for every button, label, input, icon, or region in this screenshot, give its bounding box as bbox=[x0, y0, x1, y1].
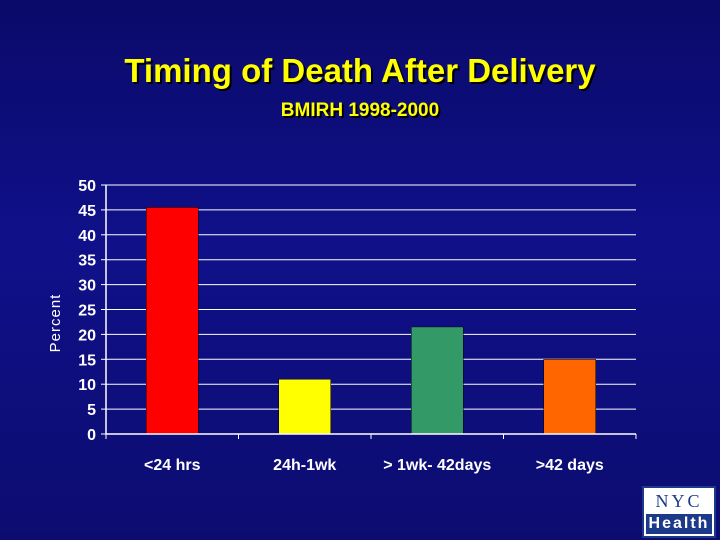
x-tick-label: >42 days bbox=[536, 457, 604, 474]
bar-2 bbox=[411, 326, 464, 435]
bar-1 bbox=[278, 378, 331, 435]
y-tick-label: 40 bbox=[78, 228, 96, 245]
y-tick-label: 10 bbox=[78, 377, 96, 394]
logo-bottom-text: Health bbox=[646, 514, 712, 534]
logo-top-text: NYC bbox=[655, 491, 703, 511]
y-tick-label: 5 bbox=[87, 402, 96, 419]
chart-subtitle: BMIRH 1998-2000 bbox=[280, 100, 440, 121]
bar-3 bbox=[543, 359, 596, 435]
y-tick-label: 15 bbox=[78, 352, 96, 369]
bar-0 bbox=[146, 207, 199, 435]
x-tick-label: 24h-1wk bbox=[273, 457, 336, 474]
x-tick-labels: <24 hrs 24h-1wk > 1wk- 42days >42 days bbox=[144, 457, 604, 474]
axes bbox=[101, 184, 637, 439]
nyc-health-logo: NYC Health bbox=[642, 486, 716, 538]
y-tick-label: 25 bbox=[78, 303, 96, 320]
x-tick-label: <24 hrs bbox=[144, 457, 201, 474]
y-axis-label: Percent bbox=[47, 294, 64, 353]
y-tick-label: 30 bbox=[78, 278, 96, 295]
y-tick-label: 0 bbox=[87, 427, 96, 444]
chart-title: Timing of Death After Delivery bbox=[124, 52, 596, 89]
y-tick-label: 35 bbox=[78, 253, 96, 270]
y-tick-labels: 0 5 10 15 20 25 30 35 40 45 50 bbox=[78, 178, 96, 444]
y-tick-label: 20 bbox=[78, 327, 96, 344]
y-tick-label: 45 bbox=[78, 203, 96, 220]
x-tick-label: > 1wk- 42days bbox=[383, 457, 491, 474]
bars bbox=[146, 207, 596, 435]
y-tick-label: 50 bbox=[78, 178, 96, 195]
